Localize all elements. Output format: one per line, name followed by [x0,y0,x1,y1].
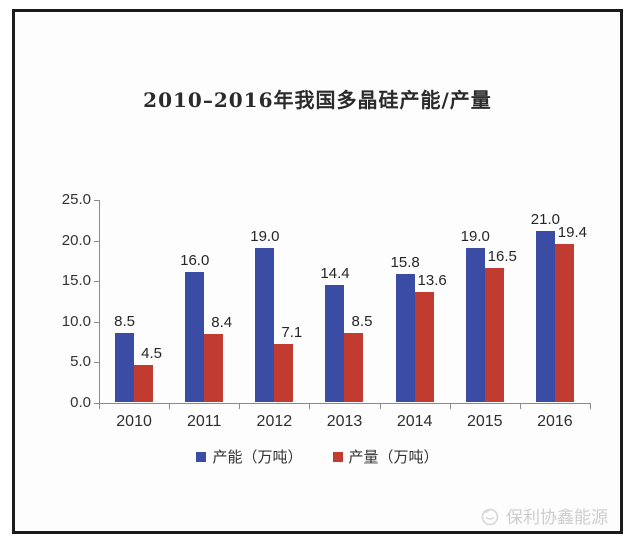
x-axis-tick [99,404,100,409]
x-axis-tick [239,404,241,409]
x-axis-line [99,403,591,404]
bar-wrap: 7.1 [274,324,302,402]
y-tick-label: 25.0 [61,191,91,208]
x-category-label: 2010 [116,413,152,430]
bar-wrap: 15.8 [391,254,420,402]
bar-capacity [535,231,555,402]
bar-wrap: 14.4 [320,265,350,402]
legend-label: 产能（万吨） [212,448,303,466]
bar-value-label: 15.8 [390,253,420,271]
bar-output [274,344,294,402]
watermark: 保利协鑫能源 [479,503,608,528]
y-axis-tick [94,362,99,364]
bar-wrap: 21.0 [531,211,560,402]
bar-value-label: 16.0 [180,252,210,270]
category-group: 14.4 8.5 [309,265,379,402]
bar-wrap: 8.5 [114,313,135,402]
legend-label: 产量（万吨） [348,448,439,466]
y-axis-tick [94,403,99,404]
x-axis-tick [309,404,311,409]
bar-output [484,268,504,402]
y-tick-label: 10.0 [61,312,91,330]
bar-wrap: 19.4 [554,224,587,402]
legend-item-output: 产量（万吨） [332,446,439,467]
bar-output [134,365,154,402]
bar-output [204,333,224,402]
legend-swatch-icon [196,451,207,462]
y-axis-tick [94,321,99,323]
bar-capacity [465,247,485,402]
bar-value-label: 16.5 [487,248,517,266]
x-category-label: 2014 [396,413,433,430]
bar-capacity [115,332,135,402]
bar-value-label: 4.5 [141,345,162,363]
bar-wrap: 8.5 [344,313,372,402]
bar-output [554,244,574,402]
x-axis-tick [590,404,591,409]
bar-capacity [395,273,415,402]
bar-value-label: 13.6 [417,271,447,289]
x-category-label: 2012 [256,413,293,430]
x-axis-tick [379,404,381,409]
bar-value-label: 8.5 [351,312,373,330]
category-group: 16.0 8.4 [169,252,239,402]
y-axis-tick [94,240,99,242]
bar-output [344,332,364,402]
legend-item-capacity: 产能（万吨） [196,446,303,467]
bar-value-label: 19.0 [460,227,490,245]
category-group: 15.8 13.6 [380,254,450,402]
bar-value-label: 8.4 [211,313,233,331]
category-group: 19.0 16.5 [450,228,520,402]
bar-output [414,291,434,402]
bar-value-label: 7.1 [281,324,303,342]
bar-capacity [255,247,275,402]
bar-wrap: 19.0 [250,228,279,402]
bar-wrap: 16.5 [484,248,517,402]
bar-capacity [185,272,205,402]
bar-value-label: 8.5 [114,312,135,330]
bar-value-label: 21.0 [530,211,561,229]
photo-frame: 2010–2016年我国多晶硅产能/产量 0.0 5.0 10.0 15.0 20.0 2… [12,9,623,534]
x-category-label: 2013 [326,413,363,430]
plot-area: 0.0 5.0 10.0 15.0 20.0 25.0 8.5 4.5 2010 16.0 8.4 2… [62,191,591,430]
y-tick-label: 0.0 [70,394,91,411]
y-axis-tick [94,200,99,201]
legend-swatch-icon [332,451,343,462]
bar-capacity [325,285,345,402]
category-group: 8.5 4.5 [99,313,169,402]
bar-wrap: 4.5 [134,345,162,402]
bar-wrap: 16.0 [180,252,209,402]
gcl-logo-icon [479,505,501,527]
x-category-label: 2011 [187,413,222,430]
x-category-label: 2015 [466,413,503,430]
x-axis-tick [519,404,521,409]
y-tick-label: 5.0 [70,353,91,371]
bar-wrap: 8.4 [204,314,232,402]
bar-value-label: 19.0 [250,227,280,245]
category-group: 21.0 19.4 [520,211,590,402]
chart-title: 2010–2016年我国多晶硅产能/产量 [143,88,492,112]
category-group: 19.0 7.1 [239,228,309,402]
x-axis-tick [169,404,171,409]
chart-legend: 产能（万吨） 产量（万吨） [15,446,620,467]
x-axis-tick [449,404,451,409]
y-tick-label: 20.0 [61,231,91,249]
watermark-text: 保利协鑫能源 [506,508,608,528]
bar-value-label: 19.4 [557,224,588,242]
x-category-label: 2016 [537,413,573,430]
y-axis-tick [94,281,99,283]
bar-wrap: 19.0 [461,228,490,402]
y-axis-line [99,200,100,404]
bar-wrap: 13.6 [414,272,447,402]
bar-value-label: 14.4 [320,265,350,283]
y-tick-label: 15.0 [61,272,91,290]
